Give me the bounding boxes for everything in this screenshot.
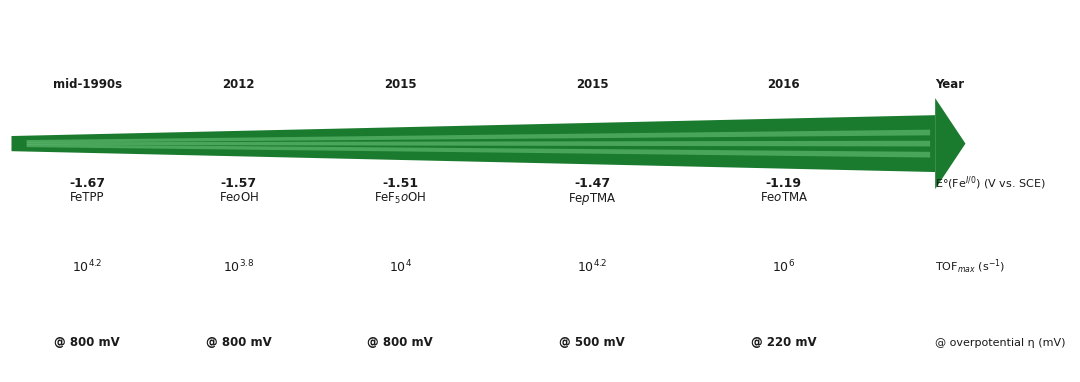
Text: TOF$_{max}$ (s$^{-1}$): TOF$_{max}$ (s$^{-1}$): [935, 258, 1005, 276]
Text: $10^{4}$: $10^{4}$: [389, 259, 411, 275]
Text: -1.57: -1.57: [220, 177, 257, 190]
Text: @ 500 mV: @ 500 mV: [559, 336, 625, 349]
Text: Year: Year: [935, 78, 964, 91]
Text: -1.51: -1.51: [382, 177, 418, 190]
Polygon shape: [12, 115, 935, 172]
Polygon shape: [27, 129, 930, 143]
Text: FeTPP: FeTPP: [70, 191, 105, 204]
Text: Fe$o$OH: Fe$o$OH: [218, 191, 258, 204]
Text: @ 220 mV: @ 220 mV: [751, 336, 816, 349]
Text: @ 800 mV: @ 800 mV: [54, 336, 120, 349]
Polygon shape: [935, 98, 966, 189]
Text: 2012: 2012: [222, 78, 255, 91]
Text: -1.19: -1.19: [766, 177, 801, 190]
Text: @ overpotential η (mV): @ overpotential η (mV): [935, 338, 1066, 348]
Text: E°(Fe$^{I/0}$) (V vs. SCE): E°(Fe$^{I/0}$) (V vs. SCE): [935, 175, 1045, 192]
Text: @ 800 mV: @ 800 mV: [206, 336, 271, 349]
Text: -1.47: -1.47: [573, 177, 610, 190]
Polygon shape: [27, 141, 930, 146]
Text: 2015: 2015: [383, 78, 417, 91]
Text: 2016: 2016: [768, 78, 800, 91]
Text: $10^{4.2}$: $10^{4.2}$: [577, 259, 607, 275]
Text: $10^{4.2}$: $10^{4.2}$: [72, 259, 103, 275]
Text: 2015: 2015: [576, 78, 608, 91]
Polygon shape: [27, 144, 930, 157]
Text: $10^{3.8}$: $10^{3.8}$: [224, 259, 254, 275]
Text: FeF$_5$$o$OH: FeF$_5$$o$OH: [374, 191, 427, 206]
Text: $10^{6}$: $10^{6}$: [772, 259, 795, 275]
Text: -1.67: -1.67: [69, 177, 105, 190]
Text: Fe$p$TMA: Fe$p$TMA: [568, 191, 617, 207]
Text: @ 800 mV: @ 800 mV: [367, 336, 433, 349]
Text: mid-1990s: mid-1990s: [53, 78, 122, 91]
Text: Fe$o$TMA: Fe$o$TMA: [759, 191, 808, 204]
